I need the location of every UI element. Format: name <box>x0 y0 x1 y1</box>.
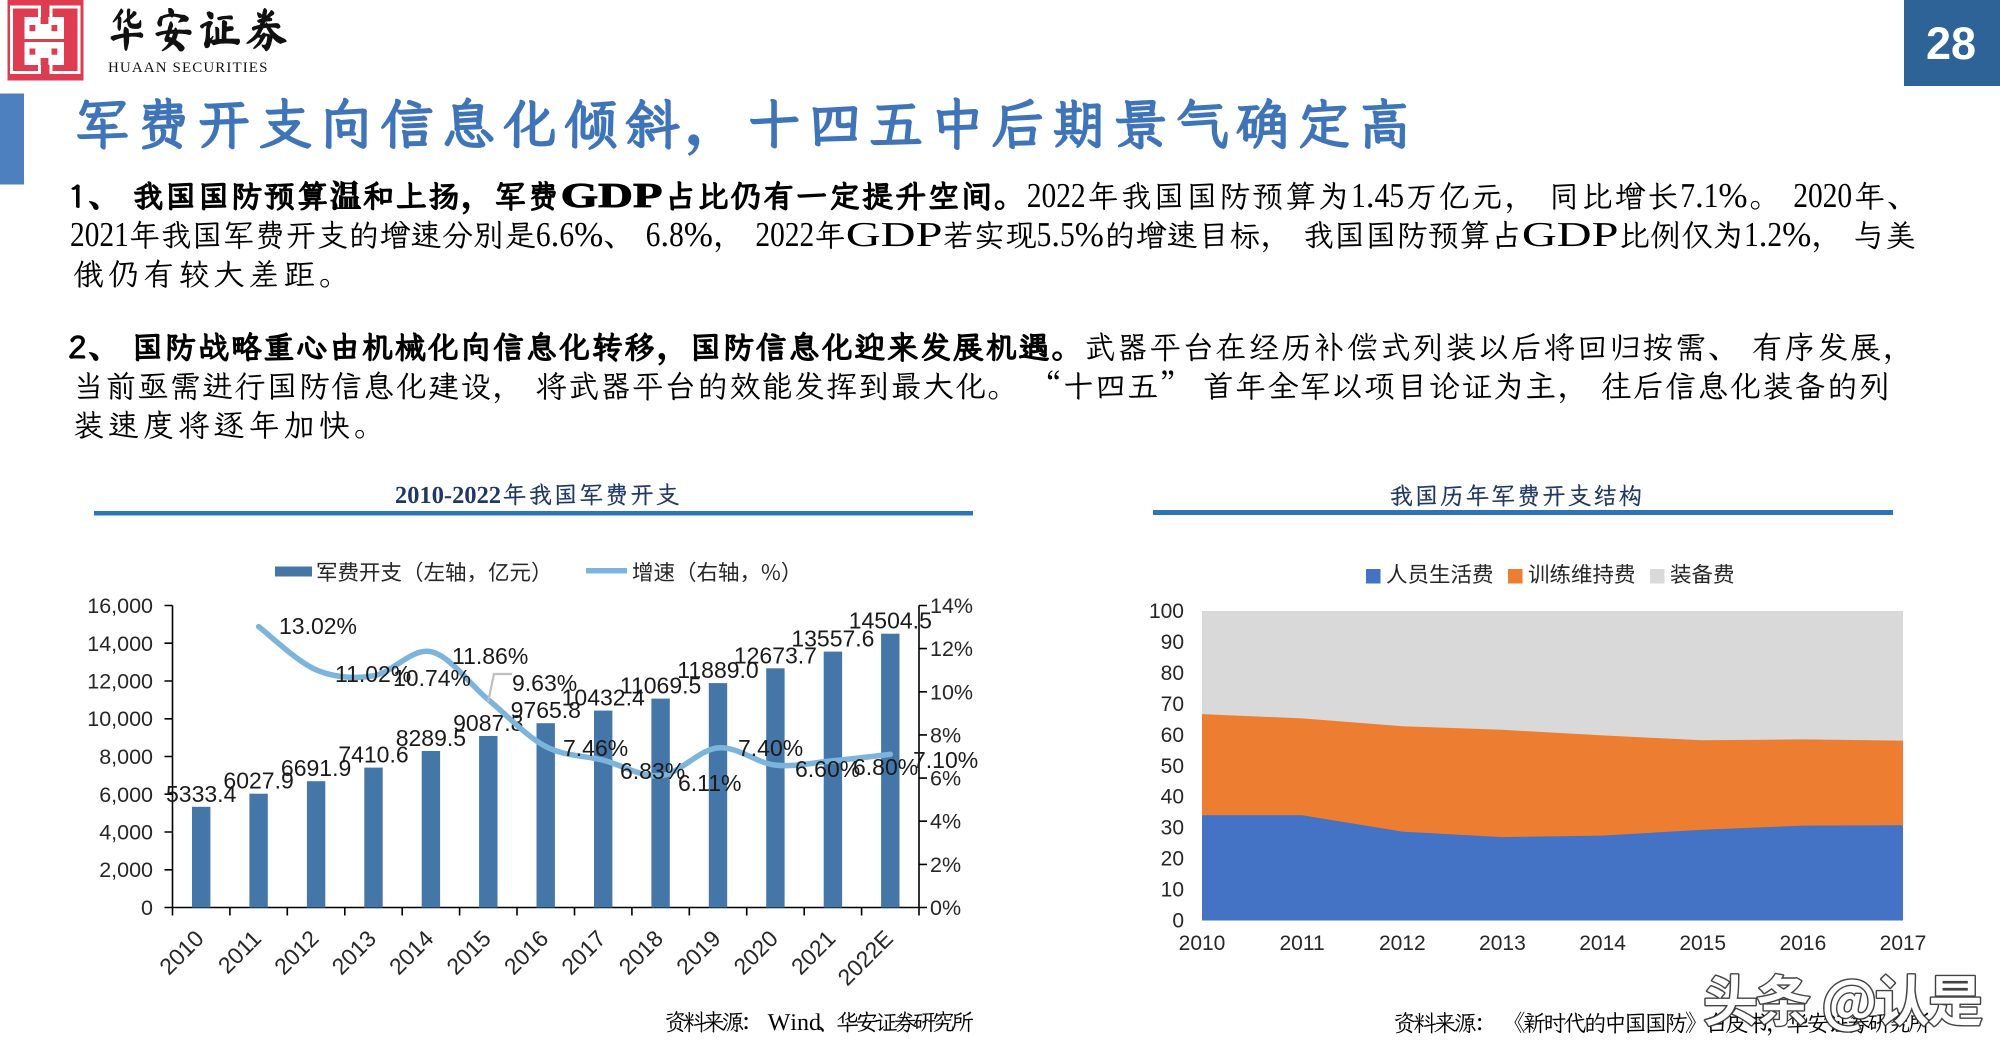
svg-text:10.74%: 10.74% <box>393 665 471 691</box>
svg-text:2011: 2011 <box>1280 932 1325 955</box>
svg-text:13557.6: 13557.6 <box>791 626 874 652</box>
svg-text:30: 30 <box>1161 817 1184 840</box>
svg-text:12%: 12% <box>930 637 973 661</box>
svg-text:13.02%: 13.02% <box>279 613 357 639</box>
svg-text:10432.4: 10432.4 <box>562 685 645 711</box>
svg-text:2%: 2% <box>930 853 961 877</box>
svg-text:2015: 2015 <box>1679 932 1726 955</box>
svg-text:5333.4: 5333.4 <box>166 781 237 807</box>
svg-text:90: 90 <box>1161 631 1184 654</box>
svg-text:70: 70 <box>1161 693 1184 716</box>
svg-text:10,000: 10,000 <box>87 707 153 731</box>
svg-text:10%: 10% <box>930 680 973 704</box>
svg-text:12673.7: 12673.7 <box>734 642 817 668</box>
svg-text:7.10%: 7.10% <box>913 747 978 773</box>
svg-text:0: 0 <box>141 896 153 920</box>
svg-text:8%: 8% <box>930 723 961 747</box>
svg-text:2,000: 2,000 <box>99 858 153 882</box>
svg-text:8,000: 8,000 <box>99 745 153 769</box>
svg-text:50: 50 <box>1161 755 1184 778</box>
svg-text:6.83%: 6.83% <box>620 758 685 784</box>
svg-text:2013: 2013 <box>1479 932 1526 955</box>
svg-text:12,000: 12,000 <box>87 670 153 694</box>
svg-text:7.40%: 7.40% <box>738 735 803 761</box>
svg-text:2010: 2010 <box>1179 932 1226 955</box>
svg-text:0%: 0% <box>930 896 961 920</box>
svg-text:9765.8: 9765.8 <box>511 697 581 723</box>
svg-text:8289.5: 8289.5 <box>396 725 466 751</box>
svg-text:6.60%: 6.60% <box>795 756 860 782</box>
svg-text:100: 100 <box>1149 600 1184 623</box>
svg-text:11.02%: 11.02% <box>335 661 411 687</box>
svg-text:60: 60 <box>1161 724 1184 747</box>
svg-text:14%: 14% <box>930 594 973 618</box>
svg-text:11.86%: 11.86% <box>452 643 528 669</box>
svg-text:6691.9: 6691.9 <box>281 755 351 781</box>
svg-text:9.63%: 9.63% <box>512 670 577 696</box>
svg-text:7.46%: 7.46% <box>563 735 628 761</box>
svg-text:11889.0: 11889.0 <box>677 657 758 683</box>
svg-text:0: 0 <box>1172 910 1184 933</box>
svg-text:6%: 6% <box>930 767 961 791</box>
svg-text:20: 20 <box>1161 848 1184 871</box>
svg-text:6027.9: 6027.9 <box>223 768 293 794</box>
svg-text:14504.5: 14504.5 <box>849 608 932 634</box>
svg-text:7410.6: 7410.6 <box>338 742 408 768</box>
svg-text:6.11%: 6.11% <box>678 770 742 796</box>
svg-text:6,000: 6,000 <box>99 783 153 807</box>
svg-text:4,000: 4,000 <box>99 821 153 845</box>
svg-text:16,000: 16,000 <box>87 594 153 618</box>
svg-text:2012: 2012 <box>1379 932 1426 955</box>
svg-text:40: 40 <box>1161 786 1184 809</box>
svg-text:14,000: 14,000 <box>87 632 153 656</box>
svg-text:4%: 4% <box>930 810 961 834</box>
svg-text:11069.5: 11069.5 <box>620 673 701 699</box>
svg-text:2017: 2017 <box>1880 932 1927 955</box>
svg-text:2014: 2014 <box>1579 932 1626 955</box>
svg-text:6.80%: 6.80% <box>853 754 918 780</box>
svg-text:HUAAN SECURITIES: HUAAN SECURITIES <box>108 60 269 76</box>
svg-text:10: 10 <box>1161 879 1184 902</box>
svg-text:2016: 2016 <box>1780 932 1827 955</box>
svg-text:28: 28 <box>1926 18 1976 69</box>
svg-text:80: 80 <box>1161 662 1184 685</box>
